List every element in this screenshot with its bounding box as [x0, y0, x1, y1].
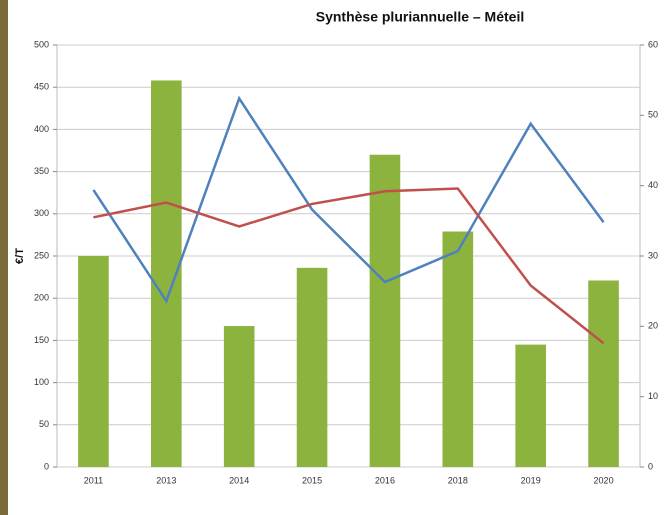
x-tick-label: 2020 [594, 475, 614, 485]
y2-tick-label: 20 [648, 321, 658, 331]
bar [588, 280, 619, 467]
y-axis-title: €/T [14, 248, 26, 264]
bar [297, 268, 328, 467]
y-tick-label: 50 [39, 419, 49, 429]
bar [443, 232, 474, 467]
chart: Synthèse pluriannuelle – Méteil €/T 0 50 1… [0, 0, 669, 515]
photo-edge [0, 0, 8, 515]
bar [78, 256, 109, 467]
y-tick-label: 500 [34, 39, 49, 49]
bar [224, 326, 255, 467]
x-tick-label: 2015 [302, 475, 322, 485]
y2-tick-label: 50 [648, 110, 658, 120]
x-tick-label: 2014 [229, 475, 249, 485]
chart-title: Synthèse pluriannuelle – Méteil [316, 9, 525, 25]
y-tick-label: 350 [34, 166, 49, 176]
y2-tick-label: 40 [648, 180, 658, 190]
x-tick-label: 2013 [156, 475, 176, 485]
y-tick-label: 150 [34, 335, 49, 345]
y-tick-label: 450 [34, 82, 49, 92]
y2-tick-label: 0 [648, 461, 653, 471]
y2-tick-label: 10 [648, 391, 658, 401]
y-tick-label: 200 [34, 293, 49, 303]
x-tick-label: 2018 [448, 475, 468, 485]
bar [515, 345, 546, 467]
y-tick-label: 400 [34, 124, 49, 134]
y-tick-label: 100 [34, 377, 49, 387]
y-tick-label: 0 [44, 461, 49, 471]
y2-tick-label: 30 [648, 250, 658, 260]
x-tick-label: 2016 [375, 475, 395, 485]
bar [370, 155, 401, 467]
x-tick-label: 2019 [521, 475, 541, 485]
x-tick-label: 2011 [84, 475, 103, 485]
y-tick-label: 250 [34, 250, 49, 260]
y2-tick-label: 60 [648, 39, 658, 49]
y-tick-label: 300 [34, 208, 49, 218]
